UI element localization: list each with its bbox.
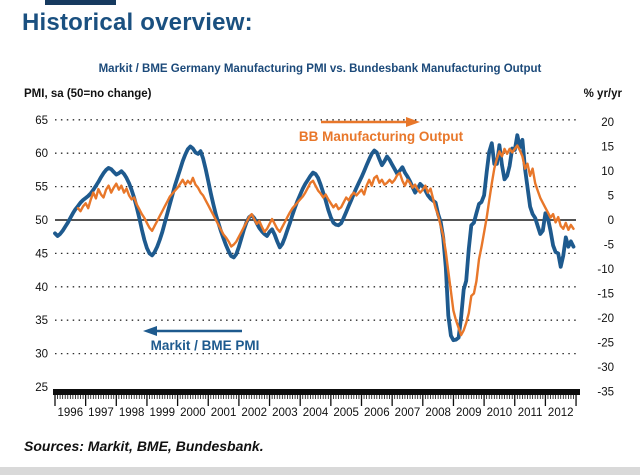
page-title: Historical overview:: [22, 9, 253, 36]
right-tick-label: -15: [597, 289, 614, 301]
right-tick-label: 5: [608, 191, 614, 203]
left-tick-label: 45: [35, 248, 48, 260]
bottom-edge-strip: [0, 467, 640, 475]
right-tick-label: -20: [597, 313, 614, 325]
left-tick-label: 40: [35, 282, 48, 294]
right-tick-label: 20: [601, 117, 614, 129]
left-axis-title: PMI, sa (50=no change): [24, 88, 152, 100]
x-tick-label: 2004: [303, 407, 329, 419]
left-tick-label: 30: [35, 349, 48, 361]
right-tick-label: -25: [597, 338, 614, 350]
logo-fragment: [45, 0, 116, 5]
bb-manufacturing-output-line: [76, 144, 575, 337]
right-arrow-icon: [321, 117, 420, 127]
left-tick-label: 35: [35, 315, 48, 327]
right-tick-label: 10: [601, 166, 614, 178]
x-tick-label: 2001: [211, 407, 237, 419]
x-tick-label: 2010: [487, 407, 513, 419]
x-tick-label: 2005: [333, 407, 359, 419]
right-tick-label: -10: [597, 264, 614, 276]
x-tick-label: 2012: [548, 407, 574, 419]
x-tick-label: 2007: [395, 407, 421, 419]
right-tick-label: -5: [604, 240, 614, 252]
right-tick-label: 0: [608, 215, 614, 227]
x-tick-label: 2002: [241, 407, 267, 419]
x-tick-label: 1998: [119, 407, 145, 419]
x-tick-label: 2011: [518, 407, 543, 419]
markit-pmi-annotation: Markit / BME PMI: [139, 325, 271, 353]
x-tick-label: 2006: [364, 407, 390, 419]
x-tick-label: 1999: [149, 407, 175, 419]
markit-pmi-label: Markit / BME PMI: [150, 338, 260, 353]
left-tick-label: 25: [35, 382, 48, 394]
right-axis-title: % yr/yr: [583, 88, 622, 100]
x-tick-label: 2000: [180, 407, 206, 419]
left-tick-label: 65: [35, 115, 48, 127]
x-tick-label: 1996: [58, 407, 84, 419]
left-tick-label: 50: [35, 215, 48, 227]
left-tick-label: 55: [35, 182, 48, 194]
x-axis-bar: [53, 389, 580, 395]
bb-output-label: BB Manufacturing Output: [298, 129, 464, 144]
left-tick-label: 60: [35, 148, 48, 160]
right-tick-label: -30: [597, 362, 614, 374]
right-tick-label: -35: [597, 387, 614, 399]
right-tick-label: 15: [601, 142, 614, 154]
x-tick-label: 1997: [88, 407, 114, 419]
chart-title: Markit / BME Germany Manufacturing PMI v…: [98, 63, 542, 75]
x-tick-label: 2003: [272, 407, 298, 419]
sources-note: Sources: Markit, BME, Bundesbank.: [24, 438, 264, 454]
x-tick-label: 2009: [456, 407, 482, 419]
markit-bme-pmi-line: [53, 133, 576, 343]
left-arrow-icon: [143, 326, 242, 336]
x-tick-label: 2008: [425, 407, 451, 419]
bb-output-annotation: BB Manufacturing Output: [281, 116, 481, 144]
